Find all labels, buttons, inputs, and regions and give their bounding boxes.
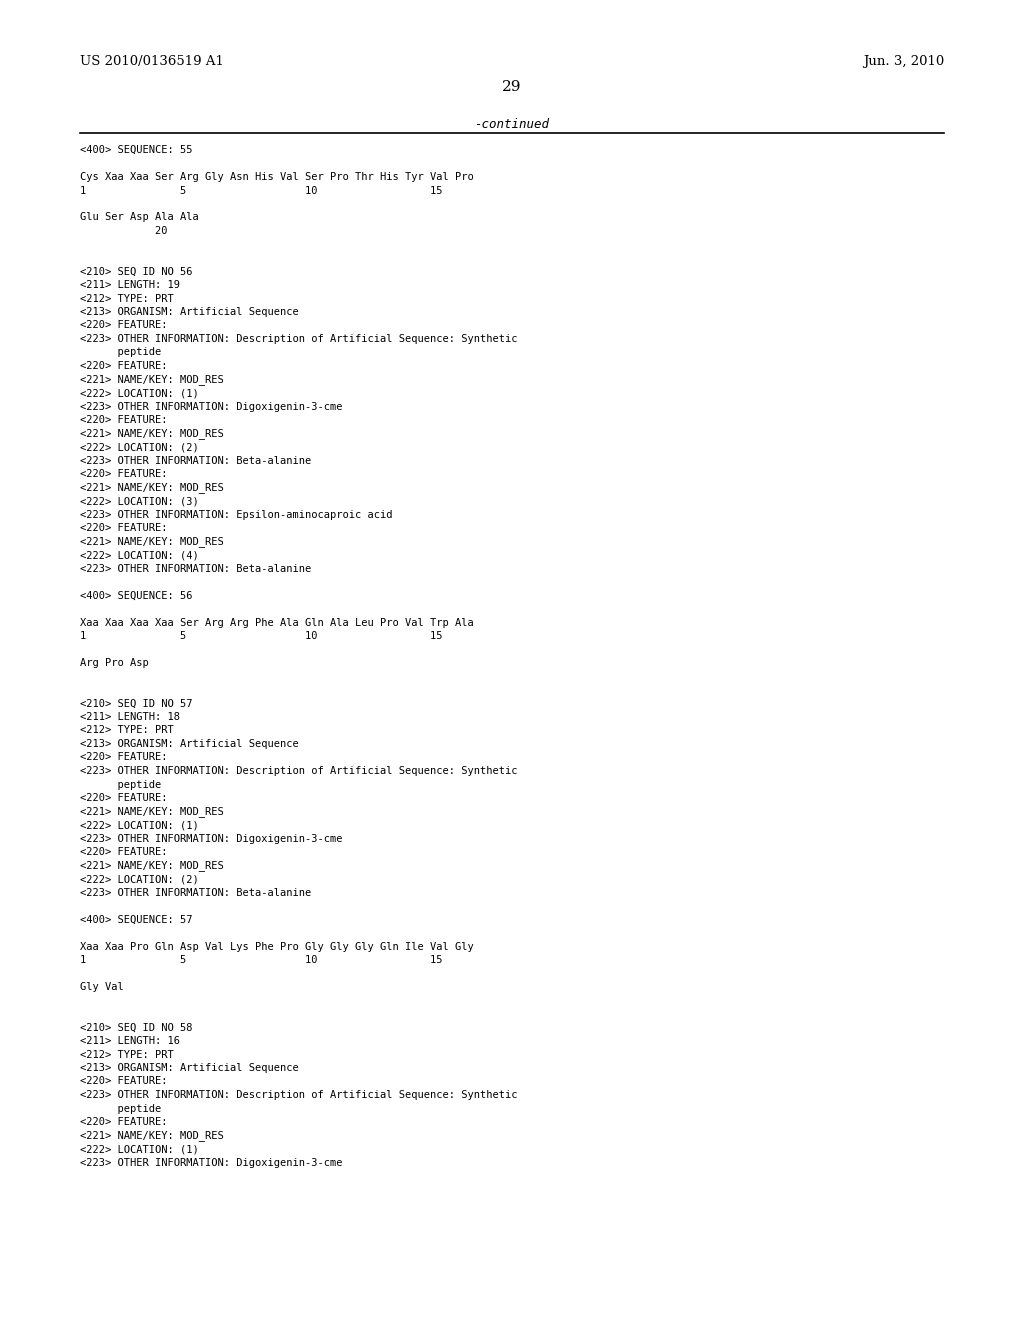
Text: <223> OTHER INFORMATION: Beta-alanine: <223> OTHER INFORMATION: Beta-alanine (80, 887, 311, 898)
Text: Jun. 3, 2010: Jun. 3, 2010 (863, 55, 944, 69)
Text: 29: 29 (502, 81, 522, 94)
Text: <223> OTHER INFORMATION: Digoxigenin-3-cme: <223> OTHER INFORMATION: Digoxigenin-3-c… (80, 1158, 342, 1167)
Text: Arg Pro Asp: Arg Pro Asp (80, 657, 148, 668)
Text: <223> OTHER INFORMATION: Description of Artificial Sequence: Synthetic: <223> OTHER INFORMATION: Description of … (80, 766, 517, 776)
Text: Cys Xaa Xaa Ser Arg Gly Asn His Val Ser Pro Thr His Tyr Val Pro: Cys Xaa Xaa Ser Arg Gly Asn His Val Ser … (80, 172, 474, 182)
Text: <221> NAME/KEY: MOD_RES: <221> NAME/KEY: MOD_RES (80, 483, 224, 494)
Text: <222> LOCATION: (4): <222> LOCATION: (4) (80, 550, 199, 560)
Text: <400> SEQUENCE: 55: <400> SEQUENCE: 55 (80, 145, 193, 154)
Text: <211> LENGTH: 19: <211> LENGTH: 19 (80, 280, 180, 290)
Text: <210> SEQ ID NO 56: <210> SEQ ID NO 56 (80, 267, 193, 276)
Text: Xaa Xaa Pro Gln Asp Val Lys Phe Pro Gly Gly Gly Gln Ile Val Gly: Xaa Xaa Pro Gln Asp Val Lys Phe Pro Gly … (80, 941, 474, 952)
Text: <213> ORGANISM: Artificial Sequence: <213> ORGANISM: Artificial Sequence (80, 739, 299, 748)
Text: <223> OTHER INFORMATION: Beta-alanine: <223> OTHER INFORMATION: Beta-alanine (80, 455, 311, 466)
Text: Xaa Xaa Xaa Xaa Ser Arg Arg Phe Ala Gln Ala Leu Pro Val Trp Ala: Xaa Xaa Xaa Xaa Ser Arg Arg Phe Ala Gln … (80, 618, 474, 627)
Text: <221> NAME/KEY: MOD_RES: <221> NAME/KEY: MOD_RES (80, 1130, 224, 1142)
Text: <221> NAME/KEY: MOD_RES: <221> NAME/KEY: MOD_RES (80, 429, 224, 440)
Text: <220> FEATURE:: <220> FEATURE: (80, 321, 168, 330)
Text: <223> OTHER INFORMATION: Beta-alanine: <223> OTHER INFORMATION: Beta-alanine (80, 564, 311, 573)
Text: <222> LOCATION: (1): <222> LOCATION: (1) (80, 1144, 199, 1154)
Text: US 2010/0136519 A1: US 2010/0136519 A1 (80, 55, 224, 69)
Text: <223> OTHER INFORMATION: Digoxigenin-3-cme: <223> OTHER INFORMATION: Digoxigenin-3-c… (80, 833, 342, 843)
Text: <400> SEQUENCE: 57: <400> SEQUENCE: 57 (80, 915, 193, 924)
Text: <220> FEATURE:: <220> FEATURE: (80, 469, 168, 479)
Text: <223> OTHER INFORMATION: Description of Artificial Sequence: Synthetic: <223> OTHER INFORMATION: Description of … (80, 334, 517, 345)
Text: <220> FEATURE:: <220> FEATURE: (80, 360, 168, 371)
Text: peptide: peptide (80, 347, 161, 358)
Text: <223> OTHER INFORMATION: Digoxigenin-3-cme: <223> OTHER INFORMATION: Digoxigenin-3-c… (80, 401, 342, 412)
Text: Glu Ser Asp Ala Ala: Glu Ser Asp Ala Ala (80, 213, 199, 223)
Text: <220> FEATURE:: <220> FEATURE: (80, 1077, 168, 1086)
Text: 1               5                   10                  15: 1 5 10 15 (80, 186, 442, 195)
Text: <221> NAME/KEY: MOD_RES: <221> NAME/KEY: MOD_RES (80, 807, 224, 817)
Text: <213> ORGANISM: Artificial Sequence: <213> ORGANISM: Artificial Sequence (80, 1063, 299, 1073)
Text: <211> LENGTH: 18: <211> LENGTH: 18 (80, 711, 180, 722)
Text: peptide: peptide (80, 1104, 161, 1114)
Text: <221> NAME/KEY: MOD_RES: <221> NAME/KEY: MOD_RES (80, 375, 224, 385)
Text: <210> SEQ ID NO 58: <210> SEQ ID NO 58 (80, 1023, 193, 1032)
Text: <220> FEATURE:: <220> FEATURE: (80, 523, 168, 533)
Text: 1               5                   10                  15: 1 5 10 15 (80, 954, 442, 965)
Text: <223> OTHER INFORMATION: Epsilon-aminocaproic acid: <223> OTHER INFORMATION: Epsilon-aminoca… (80, 510, 392, 520)
Text: -continued: -continued (474, 117, 550, 131)
Text: <222> LOCATION: (1): <222> LOCATION: (1) (80, 388, 199, 399)
Text: <212> TYPE: PRT: <212> TYPE: PRT (80, 293, 174, 304)
Text: <400> SEQUENCE: 56: <400> SEQUENCE: 56 (80, 590, 193, 601)
Text: peptide: peptide (80, 780, 161, 789)
Text: 20: 20 (80, 226, 168, 236)
Text: <220> FEATURE:: <220> FEATURE: (80, 752, 168, 763)
Text: <220> FEATURE:: <220> FEATURE: (80, 847, 168, 857)
Text: <222> LOCATION: (1): <222> LOCATION: (1) (80, 820, 199, 830)
Text: <213> ORGANISM: Artificial Sequence: <213> ORGANISM: Artificial Sequence (80, 308, 299, 317)
Text: <220> FEATURE:: <220> FEATURE: (80, 414, 168, 425)
Text: <222> LOCATION: (3): <222> LOCATION: (3) (80, 496, 199, 506)
Text: <220> FEATURE:: <220> FEATURE: (80, 793, 168, 803)
Text: <220> FEATURE:: <220> FEATURE: (80, 1117, 168, 1127)
Text: <221> NAME/KEY: MOD_RES: <221> NAME/KEY: MOD_RES (80, 861, 224, 871)
Text: <212> TYPE: PRT: <212> TYPE: PRT (80, 726, 174, 735)
Text: <212> TYPE: PRT: <212> TYPE: PRT (80, 1049, 174, 1060)
Text: Gly Val: Gly Val (80, 982, 124, 993)
Text: <210> SEQ ID NO 57: <210> SEQ ID NO 57 (80, 698, 193, 709)
Text: <221> NAME/KEY: MOD_RES: <221> NAME/KEY: MOD_RES (80, 536, 224, 548)
Text: <223> OTHER INFORMATION: Description of Artificial Sequence: Synthetic: <223> OTHER INFORMATION: Description of … (80, 1090, 517, 1100)
Text: <222> LOCATION: (2): <222> LOCATION: (2) (80, 874, 199, 884)
Text: 1               5                   10                  15: 1 5 10 15 (80, 631, 442, 642)
Text: <211> LENGTH: 16: <211> LENGTH: 16 (80, 1036, 180, 1045)
Text: <222> LOCATION: (2): <222> LOCATION: (2) (80, 442, 199, 451)
